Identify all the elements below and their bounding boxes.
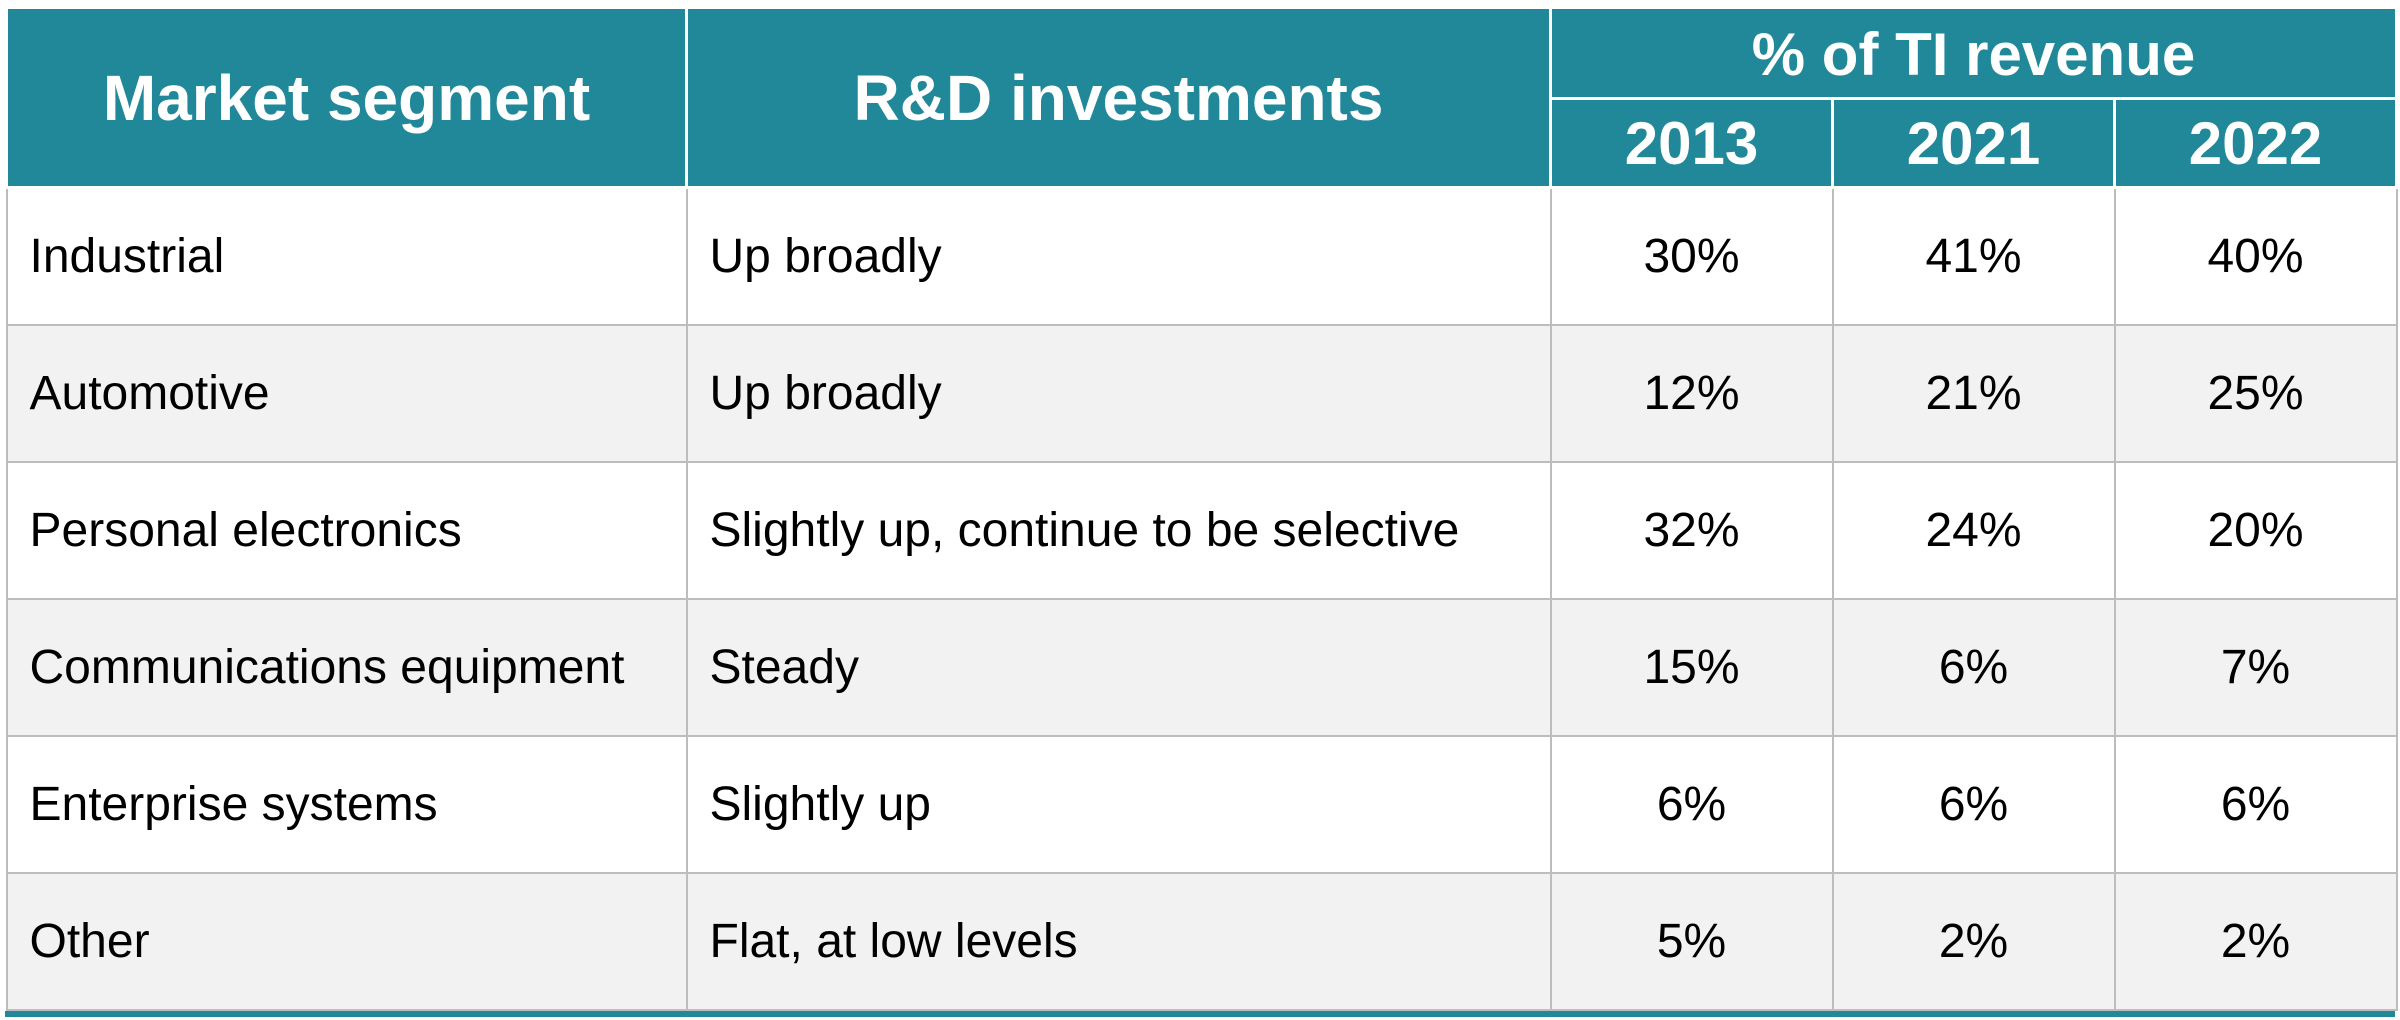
segment-cell: Communications equipment [5, 598, 688, 737]
rd-cell: Up broadly [685, 324, 1552, 463]
header-market-segment: Market segment [5, 6, 688, 189]
table-row: Enterprise systems Slightly up 6% 6% 6% [5, 735, 2398, 874]
table-row: Industrial Up broadly 30% 41% 40% [5, 186, 2398, 326]
rd-cell: Flat, at low levels [685, 872, 1552, 1011]
rd-cell: Up broadly [685, 186, 1552, 326]
revenue-2022-cell: 6% [2113, 735, 2398, 874]
revenue-2021-cell: 6% [1831, 598, 2116, 737]
table-row: Personal electronics Slightly up, contin… [5, 461, 2398, 600]
revenue-2022-cell: 2% [2113, 872, 2398, 1011]
header-row-years: 2013 2021 2022 [7, 97, 2398, 189]
market-segment-table: Market segment R&D investments % of TI r… [5, 6, 2398, 1011]
revenue-2013-cell: 15% [1549, 598, 1834, 737]
table-row: Communications equipment Steady 15% 6% 7… [5, 598, 2398, 737]
table-header: Market segment R&D investments % of TI r… [5, 6, 2398, 189]
table-body: Industrial Up broadly 30% 41% 40% Automo… [5, 186, 2398, 1011]
revenue-2021-cell: 41% [1831, 186, 2116, 326]
revenue-2021-cell: 24% [1831, 461, 2116, 600]
revenue-2013-cell: 5% [1549, 872, 1834, 1011]
segment-cell: Enterprise systems [5, 735, 688, 874]
revenue-2013-cell: 30% [1549, 186, 1834, 326]
segment-cell: Other [5, 872, 688, 1011]
revenue-2013-cell: 6% [1549, 735, 1834, 874]
segment-cell: Automotive [5, 324, 688, 463]
revenue-2022-cell: 20% [2113, 461, 2398, 600]
table-bottom-rule [5, 1011, 2395, 1017]
header-year-2021: 2021 [1831, 97, 2116, 189]
revenue-2022-cell: 40% [2113, 186, 2398, 326]
header-revenue-group: % of TI revenue [1549, 6, 2398, 100]
segment-cell: Personal electronics [5, 461, 688, 600]
header-year-2013: 2013 [1549, 97, 1834, 189]
rd-cell: Slightly up, continue to be selective [685, 461, 1552, 600]
revenue-2021-cell: 6% [1831, 735, 2116, 874]
header-row-top: Market segment R&D investments % of TI r… [5, 6, 2398, 189]
revenue-2013-cell: 12% [1549, 324, 1834, 463]
rd-cell: Steady [685, 598, 1552, 737]
header-rd-investments: R&D investments [685, 6, 1552, 189]
table-row: Automotive Up broadly 12% 21% 25% [5, 324, 2398, 463]
revenue-2021-cell: 2% [1831, 872, 2116, 1011]
revenue-2022-cell: 7% [2113, 598, 2398, 737]
table-row: Other Flat, at low levels 5% 2% 2% [5, 872, 2398, 1011]
rd-cell: Slightly up [685, 735, 1552, 874]
revenue-2021-cell: 21% [1831, 324, 2116, 463]
revenue-2013-cell: 32% [1549, 461, 1834, 600]
segment-cell: Industrial [5, 186, 688, 326]
header-year-2022: 2022 [2113, 97, 2398, 189]
revenue-2022-cell: 25% [2113, 324, 2398, 463]
